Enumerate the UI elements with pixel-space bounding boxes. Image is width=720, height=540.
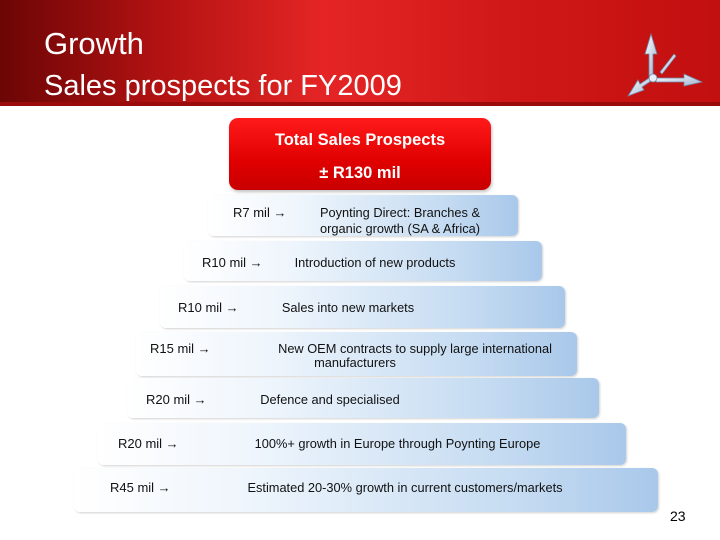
tier-1-description-line1: Poynting Direct: Branches &: [319, 205, 481, 220]
page-number: 23: [670, 508, 686, 524]
tier-6-description-line1: 100%+ growth in Europe through Poynting …: [254, 436, 541, 451]
tier-7-description-line1: Estimated 20-30% growth in current custo…: [247, 480, 563, 495]
tier-5-description-line1: Defence and specialised: [260, 392, 400, 407]
tier-3-amount: R10 mil →: [178, 300, 239, 315]
total-value: ± R130 mil: [319, 164, 401, 182]
tier-4: [136, 332, 577, 376]
tier-7: [74, 468, 658, 512]
tier-6: [98, 423, 626, 465]
tier-5-amount: R20 mil →: [146, 392, 207, 407]
tier-4-description-line1: New OEM contracts to supply large intern…: [278, 341, 552, 356]
total-label: Total Sales Prospects: [274, 131, 446, 149]
slide-title: Growth: [44, 26, 144, 61]
tier-5: [127, 378, 599, 418]
tier-2-description-line1: Introduction of new products: [294, 255, 456, 270]
tier-6-amount: R20 mil →: [118, 436, 179, 451]
tier-1-description-line2: organic growth (SA & Africa): [319, 221, 481, 236]
tier-3: [160, 286, 565, 328]
slide-subtitle: Sales prospects for FY2009: [44, 70, 402, 102]
tier-4-amount: R15 mil →: [150, 341, 211, 356]
tier-2-amount: R10 mil →: [202, 255, 263, 270]
tier-1-amount: R7 mil →: [233, 205, 287, 220]
tier-1: [208, 195, 518, 236]
tier-2: [184, 241, 542, 281]
tier-3-description-line1: Sales into new markets: [281, 300, 415, 315]
poynting-logo-icon: [627, 32, 704, 97]
tier-7-amount: R45 mil →: [110, 480, 171, 495]
total-sales-box: Total Sales Prospects ± R130 mil: [229, 118, 491, 190]
title-banner: Growth Sales prospects for FY2009: [0, 0, 720, 106]
tier-4-description-line2: manufacturers: [314, 355, 396, 370]
